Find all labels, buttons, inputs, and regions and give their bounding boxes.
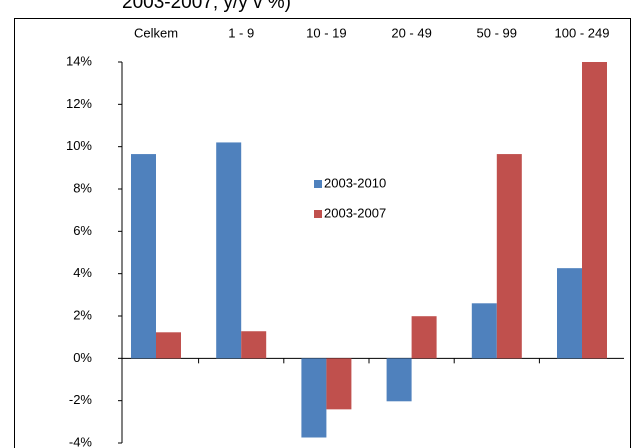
y-tick-label: 12% (66, 96, 92, 111)
legend-swatch (314, 210, 322, 218)
bar (496, 154, 522, 359)
x-tick-label: 10 - 19 (306, 25, 346, 40)
title-background (14, 0, 632, 18)
y-tick-label: 0% (73, 350, 92, 365)
y-tick-label: 14% (66, 53, 92, 68)
y-tick-label: 6% (73, 223, 92, 238)
y-tick-label: 2% (73, 307, 92, 322)
bar (241, 331, 267, 359)
x-tick-label: 1 - 9 (228, 25, 254, 40)
bar (411, 316, 437, 359)
bar (471, 303, 497, 359)
bar (131, 154, 156, 359)
legend-label: 2003-2007 (324, 205, 386, 220)
bar (156, 332, 181, 359)
legend-label: 2003-2010 (324, 175, 386, 190)
y-tick-label: -4% (69, 434, 93, 448)
bar (326, 358, 352, 410)
bar (301, 358, 327, 438)
x-tick-label: Celkem (134, 25, 178, 40)
bar (216, 142, 242, 359)
y-tick-label: 8% (73, 180, 92, 195)
x-tick-label: 100 - 249 (555, 25, 610, 40)
x-tick-label: 50 - 99 (477, 25, 517, 40)
y-tick-label: 10% (66, 138, 92, 153)
bar (582, 62, 607, 359)
x-tick-label: 20 - 49 (391, 25, 431, 40)
chart-frame (14, 18, 631, 448)
bar (557, 268, 582, 359)
bar (386, 358, 412, 402)
y-tick-label: 4% (73, 265, 92, 280)
y-tick-label: -2% (69, 392, 93, 407)
chart-title: 2003-2007; y/y v %) (122, 0, 291, 13)
legend-swatch (314, 180, 322, 188)
